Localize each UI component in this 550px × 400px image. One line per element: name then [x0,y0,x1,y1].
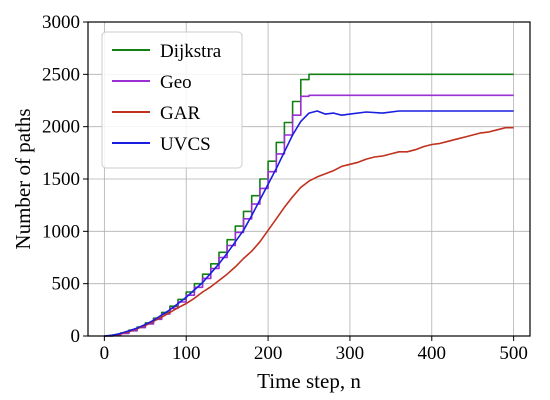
x-tick-label: 500 [499,343,528,364]
y-tick-label: 3000 [42,12,80,33]
series-layer [104,73,514,337]
legend: Dijkstra Geo GAR UVCS [101,31,243,169]
legend-label-geo: Geo [160,72,192,93]
series-line-gar [104,126,514,337]
series-line-uvcs [104,110,514,337]
y-tick-label: 2000 [42,117,80,138]
x-tick-label: 400 [418,343,447,364]
x-tick-label: 300 [336,343,365,364]
x-axis-label: Time step, n [257,369,361,393]
legend-box [101,31,243,169]
legend-label-gar: GAR [160,103,200,124]
series-line-geo [104,94,514,337]
x-tick-label: 100 [172,343,201,364]
y-axis-label: Number of paths [11,108,35,249]
legend-label-uvcs: UVCS [160,134,211,155]
x-tick-label: 0 [100,343,110,364]
y-tick-label: 500 [52,274,81,295]
y-tick-label: 1000 [42,221,80,242]
axis-ticks: 0 100 200 300 400 500 0 500 1000 1500 2000 2500 3000 [42,12,528,364]
x-tick-label: 200 [254,343,283,364]
y-tick-label: 1500 [42,169,80,190]
legend-label-dijkstra: Dijkstra [160,41,222,62]
y-tick-label: 2500 [42,64,80,85]
y-tick-label: 0 [71,326,81,347]
